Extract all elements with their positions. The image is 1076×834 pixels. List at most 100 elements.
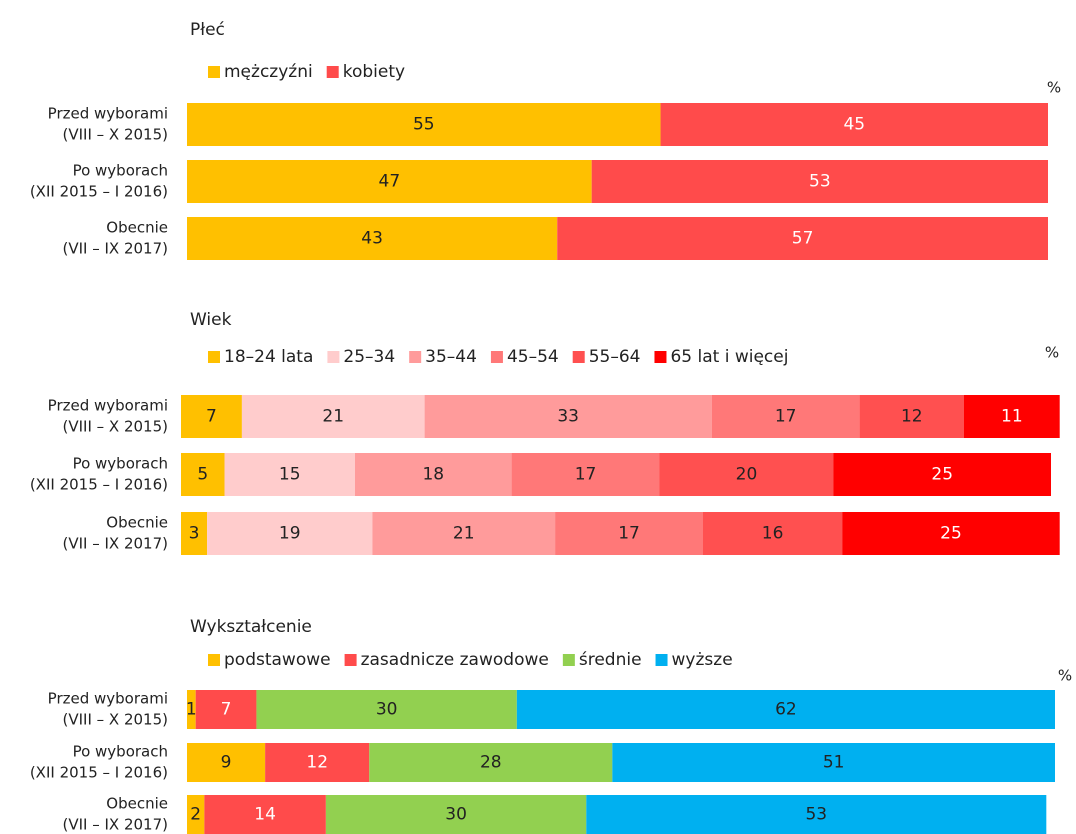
bar-segment <box>660 103 1048 146</box>
value-label: 2 <box>190 805 201 825</box>
bar-segment <box>659 453 834 496</box>
legend-swatch <box>654 351 667 363</box>
bar-segment <box>207 512 373 555</box>
legend-label: mężczyźni <box>224 62 313 82</box>
bar-segment <box>586 795 1047 834</box>
category-label: (VIII – X 2015) <box>63 418 169 436</box>
value-label: 21 <box>453 524 475 544</box>
legend-label: 25–34 <box>343 347 395 367</box>
category-label: (VIII – X 2015) <box>63 711 169 729</box>
value-label: 20 <box>736 465 758 485</box>
value-label: 19 <box>279 524 301 544</box>
value-label: 45 <box>843 115 865 135</box>
value-label: 12 <box>306 753 328 773</box>
value-label: 9 <box>221 753 232 773</box>
value-label: 53 <box>805 805 827 825</box>
category-label: Po wyborach <box>73 455 168 473</box>
legend-label: zasadnicze zawodowe <box>361 650 549 670</box>
value-label: 33 <box>557 407 579 427</box>
legend-swatch <box>208 66 220 78</box>
legend-swatch <box>208 351 220 363</box>
value-label: 21 <box>322 407 344 427</box>
bar-segment <box>355 453 512 496</box>
category-label: (XII 2015 – I 2016) <box>30 764 168 782</box>
legend-label: 35–44 <box>425 347 477 367</box>
bar-segment <box>511 453 660 496</box>
value-label: 17 <box>775 407 797 427</box>
legend-label: 65 lat i więcej <box>670 347 788 367</box>
bar-segment <box>187 743 266 782</box>
legend-swatch <box>208 654 220 666</box>
value-label: 53 <box>809 172 831 192</box>
chart-title: Płeć <box>190 20 225 40</box>
bar-segment <box>591 160 1048 203</box>
category-label: Przed wyborami <box>48 105 168 123</box>
legend-swatch <box>572 351 585 363</box>
bar-segment <box>424 395 712 438</box>
value-label: 43 <box>361 229 383 249</box>
value-label: 17 <box>618 524 640 544</box>
chart-title: Wykształcenie <box>190 617 312 637</box>
category-label: (VII – IX 2017) <box>63 535 169 553</box>
bar-segment <box>859 395 964 438</box>
value-label: 30 <box>376 700 398 720</box>
legend-label: kobiety <box>343 62 405 82</box>
bar-segment <box>555 512 703 555</box>
bar-segment <box>711 395 860 438</box>
legend-label: 18–24 lata <box>224 347 313 367</box>
bar-segment <box>241 395 425 438</box>
legend-swatch <box>326 66 339 78</box>
bar-segment <box>369 743 613 782</box>
bar-segment <box>187 160 592 203</box>
value-label: 47 <box>379 172 401 192</box>
category-label: Obecnie <box>106 514 168 532</box>
legend-swatch <box>562 654 575 666</box>
bar-segment <box>516 690 1055 729</box>
legend-label: 45–54 <box>507 347 559 367</box>
value-label: 25 <box>940 524 962 544</box>
value-label: 57 <box>792 229 814 249</box>
value-label: 7 <box>206 407 217 427</box>
bar-segment <box>612 743 1055 782</box>
bar-segment <box>964 395 1060 438</box>
legend-label: wyższe <box>672 650 733 670</box>
value-label: 62 <box>775 700 797 720</box>
chart-title: Wiek <box>190 310 232 330</box>
category-label: Przed wyborami <box>48 690 168 708</box>
category-label: Obecnie <box>106 795 168 813</box>
category-label: (VII – IX 2017) <box>63 816 169 834</box>
legend-label: 55–64 <box>589 347 641 367</box>
bar-segment <box>195 690 257 729</box>
legend-swatch <box>344 654 357 666</box>
bar-segment <box>181 512 208 555</box>
category-label: (XII 2015 – I 2016) <box>30 476 168 494</box>
category-label: (VII – IX 2017) <box>63 240 169 258</box>
legend-swatch <box>655 654 668 666</box>
value-label: 7 <box>221 700 232 720</box>
category-label: (XII 2015 – I 2016) <box>30 183 168 201</box>
bar-segment <box>187 795 205 834</box>
bar-segment <box>833 453 1051 496</box>
bar-segment <box>187 690 196 729</box>
value-label: 16 <box>762 524 784 544</box>
bar-segment <box>256 690 517 729</box>
category-label: Po wyborach <box>73 162 168 180</box>
bar-segment <box>372 512 556 555</box>
value-label: 18 <box>422 465 444 485</box>
value-label: 28 <box>480 753 502 773</box>
value-label: 55 <box>413 115 435 135</box>
legend-swatch <box>327 351 340 363</box>
unit-label: % <box>1045 344 1059 362</box>
bar-segment <box>557 217 1048 260</box>
category-label: Przed wyborami <box>48 397 168 415</box>
category-label: Po wyborach <box>73 743 168 761</box>
value-label: 51 <box>823 753 845 773</box>
bar-segment <box>204 795 326 834</box>
legend-swatch <box>490 351 503 363</box>
value-label: 15 <box>279 465 301 485</box>
unit-label: % <box>1058 667 1072 685</box>
value-label: 25 <box>931 465 953 485</box>
value-label: 17 <box>575 465 597 485</box>
unit-label: % <box>1047 79 1061 97</box>
